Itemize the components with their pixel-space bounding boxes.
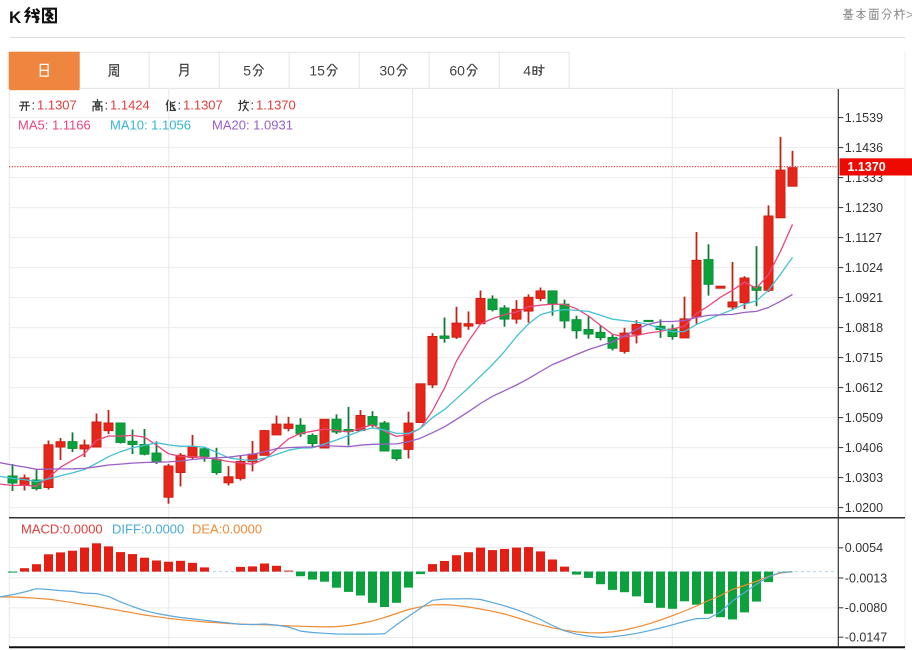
- svg-text:-0.0080: -0.0080: [845, 601, 887, 615]
- svg-text:0.0054: 0.0054: [845, 541, 883, 555]
- svg-text:MACD:0.0000: MACD:0.0000: [21, 522, 103, 537]
- svg-text:30: 30: [379, 62, 395, 78]
- svg-text:1.0509: 1.0509: [845, 411, 883, 425]
- svg-text:-0.0013: -0.0013: [845, 571, 887, 585]
- svg-text:1.0921: 1.0921: [845, 291, 883, 305]
- svg-text:MA5: 1.1166: MA5: 1.1166: [18, 118, 91, 133]
- svg-text:1.1539: 1.1539: [845, 111, 883, 125]
- svg-text:1.0303: 1.0303: [845, 471, 883, 485]
- svg-text:MA10: 1.1056: MA10: 1.1056: [110, 118, 191, 133]
- svg-text::: :: [105, 98, 109, 113]
- svg-text:1.1370: 1.1370: [256, 98, 296, 113]
- svg-text:1.0406: 1.0406: [845, 441, 883, 455]
- svg-text:1.0715: 1.0715: [845, 351, 883, 365]
- svg-text::: :: [32, 98, 36, 113]
- svg-text:1.0612: 1.0612: [845, 381, 883, 395]
- svg-text:5: 5: [243, 62, 251, 78]
- svg-text::: :: [178, 98, 182, 113]
- svg-text:1.1370: 1.1370: [848, 160, 886, 174]
- svg-text:1.1024: 1.1024: [845, 261, 883, 275]
- svg-text:MA20: 1.0931: MA20: 1.0931: [212, 118, 293, 133]
- svg-text:60: 60: [449, 62, 465, 78]
- svg-text:K: K: [9, 8, 22, 27]
- svg-text:1.0200: 1.0200: [845, 501, 883, 515]
- svg-text:1.1436: 1.1436: [845, 141, 883, 155]
- svg-text:1.1307: 1.1307: [37, 98, 77, 113]
- svg-text:4: 4: [523, 62, 531, 78]
- svg-text:>: >: [906, 7, 912, 22]
- svg-text:DEA:0.0000: DEA:0.0000: [192, 522, 262, 537]
- svg-text:15: 15: [309, 62, 325, 78]
- svg-text:-0.0147: -0.0147: [845, 631, 887, 645]
- svg-text:1.1307: 1.1307: [183, 98, 223, 113]
- svg-text:1.1424: 1.1424: [110, 98, 150, 113]
- svg-text:DIFF:0.0000: DIFF:0.0000: [112, 522, 184, 537]
- svg-text::: :: [251, 98, 255, 113]
- svg-text:1.0818: 1.0818: [845, 321, 883, 335]
- svg-text:1.1230: 1.1230: [845, 201, 883, 215]
- svg-text:1.1127: 1.1127: [845, 231, 882, 245]
